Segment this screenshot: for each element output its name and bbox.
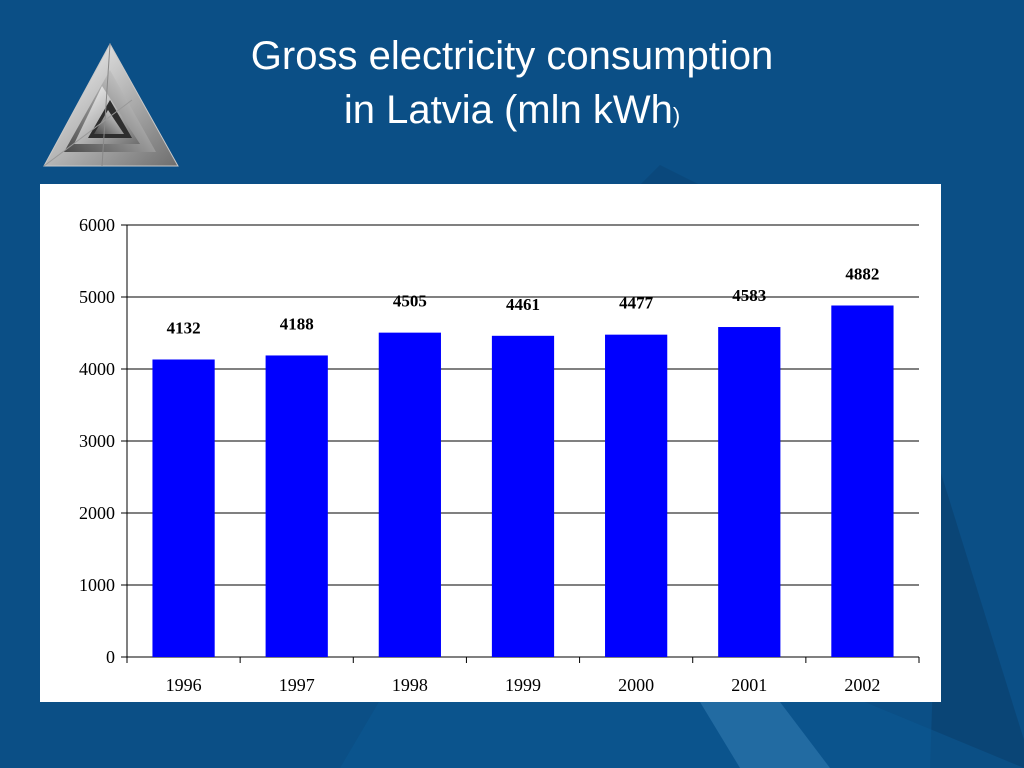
- y-tick-label: 0: [106, 647, 115, 667]
- y-tick-label: 6000: [79, 215, 115, 235]
- x-category-label: 1999: [505, 675, 541, 695]
- x-category-label: 2000: [618, 675, 654, 695]
- data-label-2002: 4882: [845, 264, 879, 283]
- bar-1997: [265, 355, 328, 657]
- x-category-label: 2001: [731, 675, 767, 695]
- x-category-label: 1997: [279, 675, 315, 695]
- y-tick-label: 3000: [79, 431, 115, 451]
- y-tick-label: 2000: [79, 503, 115, 523]
- data-label-1997: 4188: [280, 314, 314, 333]
- data-label-2000: 4477: [619, 294, 654, 313]
- bar-chart: 0 1000 2000 3000 4000 5000 6000 4132 1996 4188 199…: [79, 215, 920, 695]
- page-title-line-2-main: in Latvia (mln kWh: [343, 88, 673, 132]
- y-tick-label: 4000: [79, 359, 115, 379]
- triangle-spiral-logo-icon: [43, 42, 179, 167]
- bar-1999: [491, 335, 555, 657]
- page-title-line-2: in Latvia (mln kWh): [200, 86, 824, 140]
- y-tick-label: 1000: [79, 575, 115, 595]
- page-title-line-2-paren: ): [672, 103, 681, 128]
- bar-1996: [152, 359, 215, 657]
- data-label-1996: 4132: [167, 318, 201, 337]
- data-label-2001: 4583: [732, 286, 766, 305]
- bar-2001: [718, 327, 781, 657]
- x-category-label: 1998: [392, 675, 428, 695]
- bar-2002: [831, 305, 894, 657]
- bar-1998: [378, 332, 441, 657]
- y-tick-label: 5000: [79, 287, 115, 307]
- bar-2000: [605, 334, 668, 657]
- page-title-line-1: Gross electricity consumption: [250, 34, 774, 78]
- data-label-1998: 4505: [393, 292, 427, 311]
- x-category-label: 2002: [844, 675, 880, 695]
- chart-panel: 0 1000 2000 3000 4000 5000 6000 4132 1996 4188 199…: [40, 184, 941, 702]
- x-category-label: 1996: [166, 675, 202, 695]
- data-label-1999: 4461: [506, 295, 540, 314]
